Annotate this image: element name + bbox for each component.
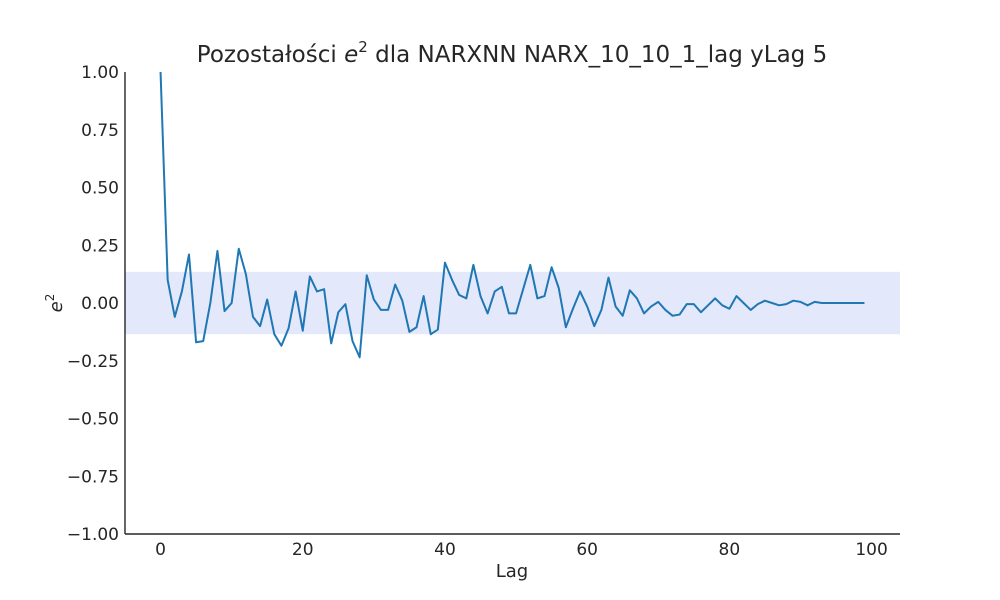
chart-title: Pozostałości e2 dla NARXNN NARX_10_10_1_… xyxy=(197,38,827,68)
x-tick-label: 60 xyxy=(576,540,598,560)
y-tick-label: 0.00 xyxy=(81,294,119,314)
y-tick-label: −0.50 xyxy=(67,410,119,430)
y-tick-label: 0.50 xyxy=(81,179,119,199)
series-line-layer xyxy=(159,71,865,359)
confidence-band-layer xyxy=(125,271,900,335)
x-tick-labels: 0 20 40 60 80 100 xyxy=(155,540,888,560)
x-tick-label: 100 xyxy=(855,540,887,560)
x-tick-label: 0 xyxy=(155,540,166,560)
y-tick-labels: 1.00 0.75 0.50 0.25 0.00 −0.25 −0.50 −0.75 −1.00 xyxy=(67,63,119,545)
y-tick-label: 0.25 xyxy=(81,236,119,256)
y-axis-title-symbol: e xyxy=(46,301,67,312)
y-tick-label: −0.75 xyxy=(67,467,119,487)
x-tick-label: 40 xyxy=(434,540,456,560)
y-tick-label: 1.00 xyxy=(81,63,119,83)
title-exponent: 2 xyxy=(358,38,368,56)
y-tick-label: −1.00 xyxy=(67,525,119,545)
x-tick-label: 80 xyxy=(719,540,741,560)
confidence-band xyxy=(125,271,900,335)
y-tick-label: −0.25 xyxy=(67,352,119,372)
axes-layer xyxy=(124,72,900,535)
x-axis-title: Lag xyxy=(496,561,528,582)
title-symbol: e xyxy=(344,42,358,68)
y-axis-title: e2 xyxy=(43,294,67,313)
title-prefix: Pozostałości xyxy=(197,42,344,68)
y-tick-label: 0.75 xyxy=(81,121,119,141)
y-axis-title-exponent: 2 xyxy=(43,294,57,302)
series-line-0 xyxy=(159,71,865,359)
title-suffix: dla NARXNN NARX_10_10_1_lag yLag 5 xyxy=(368,42,827,68)
x-tick-label: 20 xyxy=(292,540,314,560)
